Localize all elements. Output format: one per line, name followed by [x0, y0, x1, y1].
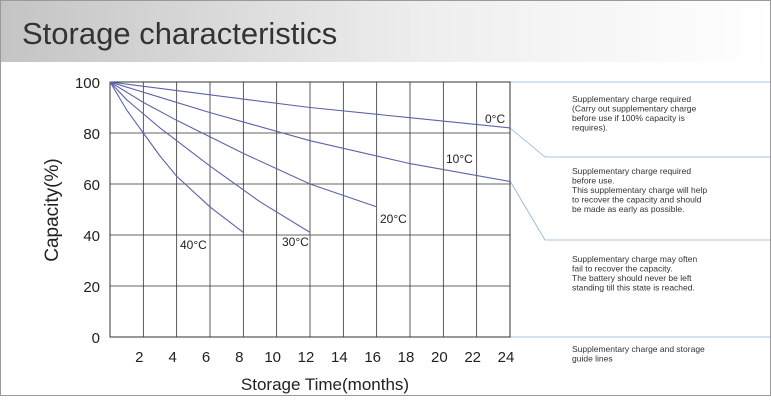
note-line: standing till this state is reached.: [572, 283, 695, 293]
note-line: The battery should never be left: [572, 273, 692, 283]
chart-title: Storage characteristics: [22, 16, 337, 51]
series-line: [109, 81, 377, 208]
series-line: [109, 81, 511, 183]
series-label: 10°C: [446, 152, 473, 166]
note-line: Supplementary charge required: [572, 94, 691, 104]
y-tick-label: 40: [83, 228, 100, 245]
series-label: 0°C: [485, 112, 505, 126]
x-tick-label: 6: [202, 349, 210, 366]
x-tick-label: 4: [168, 349, 176, 366]
note-line: to recover the capacity and should: [572, 195, 702, 205]
note-line: Supplementary charge required: [572, 166, 691, 176]
note-line: Supplementary charge may often: [572, 254, 697, 264]
x-tick-label: 16: [364, 349, 381, 366]
y-tick-label: 80: [83, 126, 100, 143]
series-label: 20°C: [380, 212, 407, 226]
series-label: 40°C: [180, 238, 207, 252]
note-line: fail to recover the capacity.: [572, 264, 672, 274]
series-line: [109, 81, 511, 129]
y-axis-label: Capacity(%): [42, 158, 63, 261]
y-tick-label: 0: [92, 330, 100, 347]
guide-line: [509, 127, 770, 158]
note-line: This supplementary charge will help: [572, 185, 707, 195]
x-tick-label: 8: [235, 349, 243, 366]
x-tick-label: 10: [264, 349, 281, 366]
x-tick-label: 22: [464, 349, 481, 366]
note-line: (Carry out supplementary charge: [572, 104, 697, 114]
note-line: requires).: [572, 123, 608, 133]
y-tick-label: 100: [75, 75, 100, 92]
note-line: Supplementary charge and storage: [572, 344, 705, 354]
x-tick-label: 20: [431, 349, 448, 366]
x-tick-label: 14: [331, 349, 348, 366]
series-line: [109, 81, 311, 233]
guide-lines: [509, 81, 770, 338]
note-line: before use.: [572, 176, 615, 186]
header-band: [0, 0, 771, 62]
y-tick-label: 60: [83, 177, 100, 194]
x-axis-label: Storage Time(months): [241, 375, 409, 394]
note-line: be made as early as possible.: [572, 204, 684, 214]
x-tick-label: 12: [298, 349, 315, 366]
x-tick-label: 24: [498, 349, 515, 366]
x-tick-label: 2: [135, 349, 143, 366]
series-line: [109, 81, 244, 233]
guide-line: [509, 180, 770, 241]
note-line: before use if 100% capacity is: [572, 113, 685, 123]
y-tick-label: 20: [83, 279, 100, 296]
note-line: guide lines: [572, 354, 613, 364]
series-label: 30°C: [282, 235, 309, 249]
x-tick-label: 18: [398, 349, 415, 366]
